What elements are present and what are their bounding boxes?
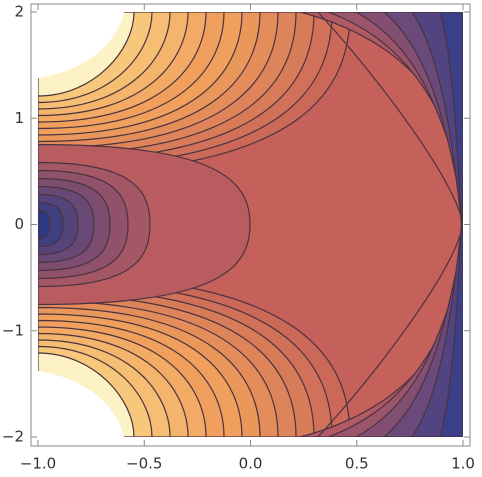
contour-band <box>38 371 124 437</box>
y-tick-label: 2 <box>14 3 24 21</box>
y-tick-label: −1 <box>2 321 24 339</box>
x-tick-label: 0.0 <box>239 455 263 473</box>
contour-group <box>38 12 463 261</box>
x-tick-label: −1.0 <box>20 455 56 473</box>
contour-group <box>38 188 463 437</box>
contour-band <box>38 209 51 240</box>
x-tick-label: 1.0 <box>451 455 475 473</box>
x-tick-label: 0.5 <box>345 455 369 473</box>
y-tick-label: 0 <box>14 215 24 233</box>
y-tick-label: −2 <box>2 428 24 446</box>
contour-band <box>38 12 124 78</box>
y-tick-label: 1 <box>14 109 24 127</box>
x-tick-label: −0.5 <box>126 455 162 473</box>
contour-field <box>38 12 463 437</box>
contour-line <box>317 12 463 437</box>
contour-band <box>439 188 463 437</box>
